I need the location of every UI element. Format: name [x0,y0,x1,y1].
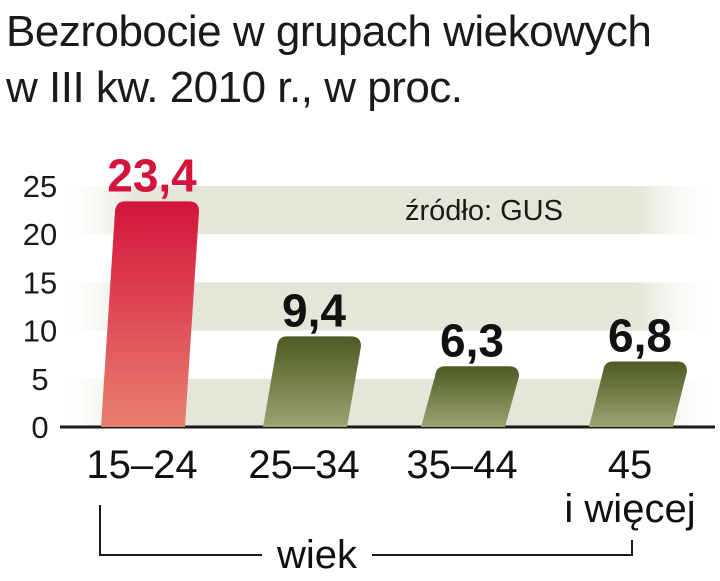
category-labels: 15–24 25–34 35–44 45i więcej [86,443,695,531]
source-label: źródło: GUS [405,195,563,227]
category-label-3-line-2: i więcej [564,487,695,531]
bars [101,201,687,427]
chart-title-line-2: w III kw. 2010 r., w proc. [6,63,463,112]
y-tick-label: 10 [23,314,57,349]
bar-0 [101,201,199,427]
bar-2 [421,366,519,427]
y-tick-label: 0 [31,410,48,445]
y-tick-label: 15 [23,265,57,300]
y-axis-ticks: 0 5 10 15 20 25 [23,169,57,445]
age-bracket [99,505,633,556]
chart-title: Bezrobocie w grupach wiekowych w III kw.… [6,4,716,116]
value-label-2: 6,3 [440,314,504,366]
value-label-1: 9,4 [282,284,346,336]
chart-title-line-1: Bezrobocie w grupach wiekowych [6,7,652,56]
bar-3 [589,361,687,427]
bar-1 [263,336,361,427]
y-tick-label: 5 [31,362,48,397]
value-label-0: 23,4 [107,149,197,201]
category-label-2: 35–44 [406,443,517,487]
y-tick-label: 25 [23,169,57,204]
x-axis-label: wiek [276,533,358,577]
category-label-0: 15–24 [86,443,197,487]
category-label-3: 45 [608,443,653,487]
y-tick-label: 20 [23,217,57,252]
value-labels: 23,4 9,4 6,3 6,8 [107,149,672,366]
category-label-1: 25–34 [248,443,359,487]
value-label-3: 6,8 [608,309,672,361]
